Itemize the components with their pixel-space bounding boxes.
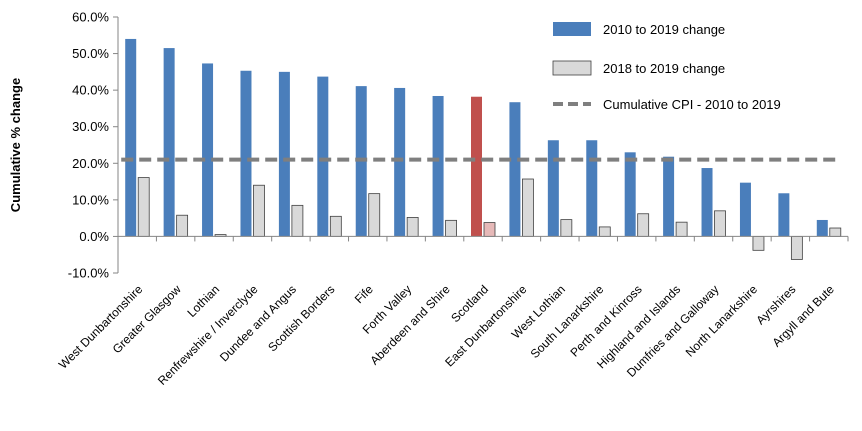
bar-2018-2019 (752, 236, 765, 251)
bar-2018-2019 (560, 219, 573, 237)
y-tick-label: 50.0% (72, 46, 109, 61)
y-axis-label: Cumulative % change (8, 78, 23, 212)
bar-2018-2019 (176, 214, 189, 237)
bar-2010-2019 (778, 193, 790, 237)
bar-2010-2019 (432, 95, 444, 237)
y-tick-label: 0.0% (79, 229, 109, 244)
bar-2010-2019 (240, 70, 252, 237)
bar-2018-2019 (790, 236, 803, 260)
bar-2018-2019 (598, 226, 611, 237)
bar-2018-2019 (714, 210, 726, 237)
y-tick-label: 60.0% (72, 10, 109, 25)
legend-label-2018-2019: 2018 to 2019 change (603, 61, 725, 76)
bar-2010-2019 (202, 63, 214, 237)
legend: 2010 to 2019 change 2018 to 2019 change Cu… (552, 22, 781, 112)
legend-swatch-2010-2019 (553, 22, 591, 36)
bar-2010-2019 (586, 140, 598, 237)
y-tick-label: -10.0% (68, 266, 110, 281)
y-tick-label: 20.0% (72, 156, 109, 171)
bar-2010-2019 (125, 38, 137, 237)
bar-2018-2019 (329, 215, 342, 237)
bar-2018-2019 (445, 219, 457, 237)
bar-2018-2019 (406, 217, 419, 237)
x-tick-label: Fife (352, 282, 376, 306)
y-tick-label: 40.0% (72, 83, 109, 98)
bar-2018-2019 (483, 222, 496, 237)
y-tick-label: 30.0% (72, 119, 109, 134)
y-tick-label: 10.0% (72, 192, 109, 207)
bar-2010-2019 (471, 96, 482, 237)
bar-2018-2019 (829, 227, 842, 237)
x-tick-label: Scottish Borders (265, 282, 337, 354)
bar-2018-2019 (675, 221, 688, 237)
bar-2010-2019 (701, 168, 713, 237)
bar-2018-2019 (368, 193, 381, 237)
bar-2018-2019 (291, 204, 304, 237)
x-tick-label: North Lanarkshire (683, 282, 761, 360)
y-axis: -10.0% 0.0% 10.0% 20.0% 30.0% 40.0% 50.0% 60.0% (68, 10, 119, 281)
bar-2010-2019 (163, 48, 175, 237)
legend-label-2010-2019: 2010 to 2019 change (603, 22, 725, 37)
x-tick-label: Greater Glasgow (110, 282, 184, 356)
bar-2010-2019 (816, 219, 828, 237)
legend-swatch-2018-2019 (552, 60, 592, 76)
bars-group (125, 38, 842, 260)
x-tick-label: Perth and Kinross (567, 282, 644, 359)
bar-2010-2019 (317, 76, 329, 237)
bar-2018-2019 (637, 213, 650, 237)
bar-2010-2019 (739, 182, 751, 237)
bar-2010-2019 (394, 87, 406, 237)
legend-label-cpi: Cumulative CPI - 2010 to 2019 (603, 97, 781, 112)
bar-2010-2019 (509, 102, 521, 237)
x-tick-label: Lothian (184, 282, 222, 320)
bar-2018-2019 (253, 184, 265, 237)
bar-2010-2019 (663, 156, 675, 237)
bar-2010-2019 (278, 71, 290, 237)
bar-2018-2019 (137, 177, 150, 237)
bar-2010-2019 (547, 140, 559, 237)
bar-2010-2019 (624, 152, 636, 237)
bar-2018-2019 (522, 178, 534, 237)
